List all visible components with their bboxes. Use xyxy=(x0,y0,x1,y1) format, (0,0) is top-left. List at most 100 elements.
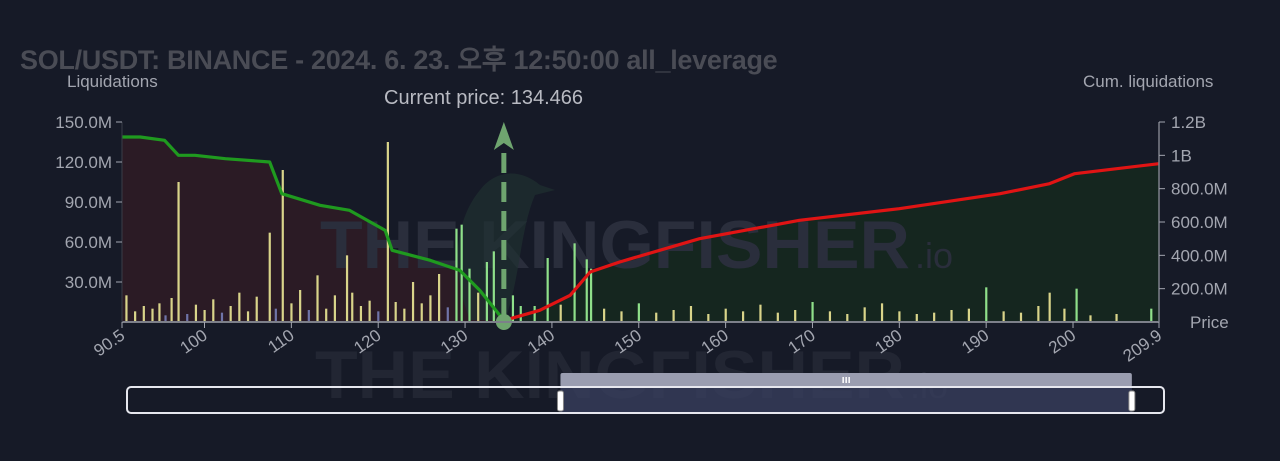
liquidation-bar xyxy=(689,306,693,322)
liquidation-bar xyxy=(477,292,480,322)
liquidation-bar xyxy=(316,275,319,322)
liquidation-bar xyxy=(281,170,284,322)
right-axis-label: Cum. liquidations xyxy=(1083,72,1214,91)
liquidation-bar xyxy=(776,312,779,322)
x-tick-label: 100 xyxy=(177,326,211,358)
liquidation-bar xyxy=(603,308,606,322)
liquidation-bar xyxy=(655,312,658,322)
long-cum-line xyxy=(122,135,506,322)
liquidation-bar xyxy=(333,295,336,322)
liquidation-bar xyxy=(307,310,310,322)
y-right-tick-label: 600.0M xyxy=(1171,213,1228,232)
range-slider-left-handle[interactable] xyxy=(556,390,564,412)
liquidation-bar xyxy=(933,312,936,322)
liquidation-bar xyxy=(492,251,495,322)
liquidation-bar xyxy=(446,307,449,322)
liquidation-bar xyxy=(170,298,173,322)
liquidation-bar xyxy=(411,282,415,322)
liquidation-bar xyxy=(828,311,832,322)
liquidation-bar xyxy=(268,232,271,322)
liquidation-bar xyxy=(620,311,623,322)
liquidation-bar xyxy=(377,311,380,322)
liquidation-bar xyxy=(672,310,675,322)
liquidation-bar xyxy=(637,303,640,322)
y-left-tick-label: 90.0M xyxy=(65,193,112,212)
liquidation-bar xyxy=(915,314,918,322)
liquidation-bar xyxy=(158,303,161,322)
liquidation-bar xyxy=(811,302,814,322)
y-left-tick-label: 30.0M xyxy=(65,273,112,292)
range-slider-selection[interactable] xyxy=(560,387,1132,413)
liquidation-bar xyxy=(898,311,901,322)
liquidation-bar xyxy=(707,314,710,322)
liquidation-bar xyxy=(274,308,277,322)
liquidation-bar xyxy=(151,308,154,322)
chart-title: SOL/USDT: BINANCE - 2024. 6. 23. 오후 12:5… xyxy=(20,45,778,75)
y-left-tick-label: 60.0M xyxy=(65,233,112,252)
liquidation-bar xyxy=(1075,288,1078,322)
x-tick-label: 209.9 xyxy=(1120,326,1166,366)
liquidation-bar xyxy=(1150,308,1153,322)
liquidation-bar xyxy=(220,312,224,322)
liquidation-bar xyxy=(212,299,215,322)
range-slider-track[interactable] xyxy=(126,386,1165,414)
y-left-tick-label: 150.0M xyxy=(55,113,112,132)
liquidation-bar xyxy=(985,287,988,322)
liquidation-bar xyxy=(1115,314,1118,322)
liquidation-bar xyxy=(203,310,206,322)
liquidation-bar xyxy=(186,314,189,322)
liquidation-bar xyxy=(194,304,198,322)
liquidation-bar xyxy=(511,295,515,322)
x-tick-label: 110 xyxy=(265,326,298,357)
liquidation-bar xyxy=(246,311,250,322)
x-tick-label: 200 xyxy=(1045,326,1079,358)
liquidation-bar xyxy=(403,308,406,322)
current-price-label: Current price: 134.466 xyxy=(384,87,584,109)
left-axis-label: Liquidations xyxy=(67,72,158,91)
liquidation-bar xyxy=(1048,292,1051,322)
liquidation-bar xyxy=(880,303,884,322)
short-cum-line xyxy=(503,162,1160,324)
liquidation-bar xyxy=(585,259,588,322)
y-right-tick-label: 400.0M xyxy=(1171,246,1228,265)
liquidation-bar xyxy=(351,292,354,322)
y-right-tick-label: 800.0M xyxy=(1171,180,1228,199)
y-right-tick-label: 1.2B xyxy=(1171,113,1206,132)
liquidation-bar xyxy=(1002,311,1005,322)
liquidation-bar xyxy=(368,300,371,322)
liquidation-bar xyxy=(429,295,432,322)
liquidation-bar xyxy=(420,303,423,322)
liquidation-bar xyxy=(325,308,328,322)
liquidation-bar xyxy=(741,311,745,322)
liquidation-bar xyxy=(519,306,522,322)
y-right-tick-label: 200.0M xyxy=(1171,280,1228,299)
liquidation-bar xyxy=(1037,306,1040,322)
liquidation-bar xyxy=(229,306,232,322)
x-axis-label: Price xyxy=(1190,313,1229,332)
liquidation-bar xyxy=(846,314,849,322)
long-liquidation-area xyxy=(122,137,504,322)
liquidation-bar xyxy=(1089,315,1092,322)
liquidation-bar xyxy=(394,302,397,322)
x-tick-label: 90.5 xyxy=(90,326,128,361)
liquidation-bar xyxy=(255,296,258,322)
liquidation-bar xyxy=(468,268,471,322)
liquidation-bar xyxy=(485,262,488,322)
liquidation-bar xyxy=(759,304,762,322)
liquidation-bar xyxy=(1019,312,1023,322)
current-price-arrow-icon xyxy=(493,122,514,150)
liquidation-bar xyxy=(290,303,293,322)
liquidation-bar xyxy=(573,243,576,322)
liquidation-bar xyxy=(386,142,389,322)
liquidation-bar xyxy=(359,306,363,322)
range-slider-right-handle[interactable] xyxy=(1128,390,1136,412)
liquidation-bar xyxy=(724,308,727,322)
liquidation-bar xyxy=(134,311,137,322)
liquidation-bar xyxy=(345,255,349,322)
liquidation-bar xyxy=(455,228,458,322)
liquidation-bar xyxy=(142,306,145,322)
liquidation-bar xyxy=(863,307,866,322)
y-left-tick-label: 120.0M xyxy=(55,153,112,172)
liquidation-bar xyxy=(546,258,549,322)
